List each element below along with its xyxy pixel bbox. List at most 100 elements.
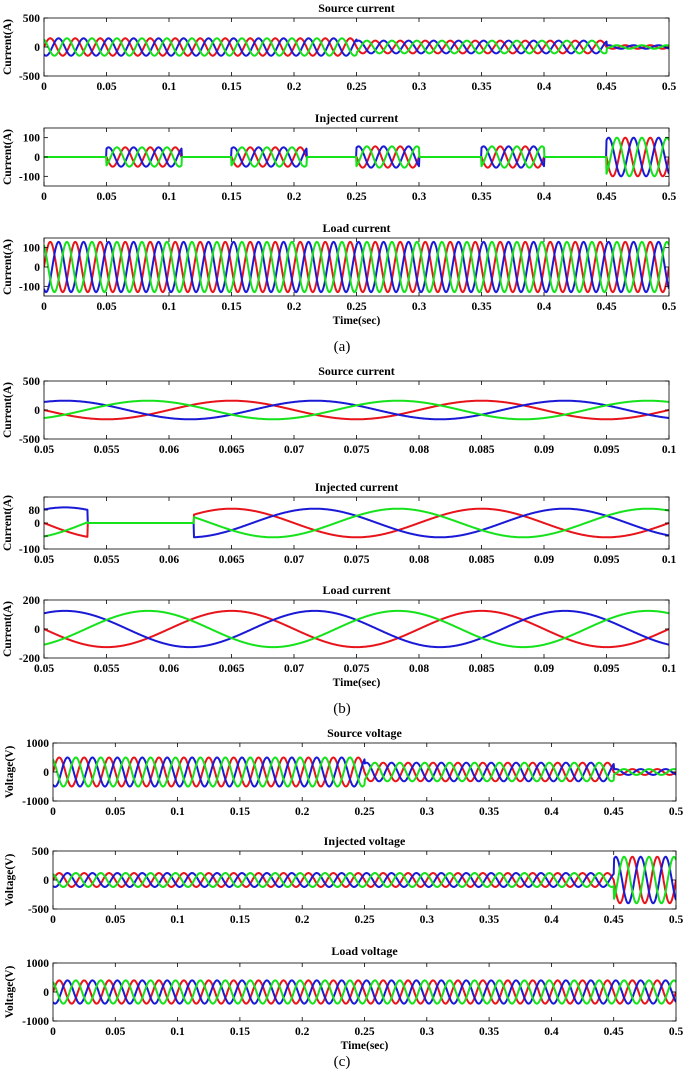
chart-title: Load current [322,583,390,597]
chart-title: Load current [322,221,390,235]
x-tick-label: 0.35 [471,301,491,313]
y-tick-label: 0 [34,518,40,530]
x-tick-label: 0 [41,81,47,93]
chart-title: Load voltage [331,944,398,958]
y-axis-label: Voltage(V) [4,746,16,799]
y-tick-label: 500 [23,376,41,388]
x-tick-label: 0.05 [34,663,54,675]
y-axis-label: Current(A) [2,19,14,75]
x-tick-label: 0.095 [594,663,620,675]
x-tick-label: 0.3 [420,1026,435,1038]
chart-2: 0 0.05 0.1 0.15 0.2 0.25 0.3 0.35 0.4 0.45 0.5 100 0… [2,111,676,203]
series-phase-a [53,855,676,905]
series-phase-b [53,979,676,1005]
chart-3: 0 0.05 0.1 0.15 0.2 0.25 0.3 0.35 0.4 0.45 0.5 100 0… [2,221,676,327]
y-tick-label: 0 [43,875,49,887]
x-tick-label: 0.06 [159,444,179,456]
series-phase-c [53,979,676,1005]
x-tick-label: 0.05 [105,914,125,926]
x-tick-label: 0 [50,914,56,926]
x-tick-label: 0.1 [662,663,677,675]
x-tick-label: 0 [41,301,47,313]
x-tick-label: 0.05 [105,806,125,818]
x-tick-label: 0 [50,806,56,818]
panel-label: (b) [333,701,351,717]
x-tick-label: 0.05 [96,81,116,93]
chart-title: Injected current [315,480,398,494]
x-tick-label: 0.07 [284,444,304,456]
y-tick-label: 500 [23,13,41,25]
x-tick-label: 0.05 [34,554,54,566]
series-phase-b [53,855,676,905]
chart-title: Injected current [315,111,398,125]
x-tick-label: 0.45 [596,191,616,203]
plot-frame [43,599,670,659]
x-tick-label: 0.35 [479,806,499,818]
x-tick-label: 0.2 [295,806,310,818]
series-phase-c [44,37,669,57]
series-phase-c [53,756,676,788]
x-tick-label: 0.35 [479,914,499,926]
y-tick-label: 100 [23,133,41,145]
y-tick-label: -200 [19,653,40,665]
x-tick-label: 0.2 [295,914,310,926]
x-tick-label: 0.4 [537,191,552,203]
plot-frame [43,380,670,440]
x-tick-label: 0.4 [544,914,559,926]
x-tick-label: 0.065 [219,554,245,566]
x-tick-label: 0.09 [534,554,554,566]
panel-label: (a) [334,339,351,355]
series-phase-a [44,609,669,649]
x-tick-label: 0.075 [344,554,370,566]
x-tick-label: 0.15 [221,301,241,313]
series-phase-c [44,240,669,294]
y-axis-label: Current(A) [2,495,14,551]
x-tick-label: 0.07 [284,663,304,675]
x-tick-label: 0.085 [469,663,495,675]
y-tick-label: 0 [34,405,40,417]
x-tick-label: 0.25 [346,191,366,203]
y-axis-label: Current(A) [2,382,14,438]
series-phase-b [44,240,669,294]
chart-6: 0.05 0.055 0.06 0.065 0.07 0.075 0.08 0.085 0.09… [2,583,676,689]
x-tick-label: 0.25 [354,806,374,818]
chart-title: Injected voltage [324,834,406,848]
series-phase-b [53,756,676,788]
x-tick-label: 0.4 [537,301,552,313]
y-tick-label: 0 [34,262,40,274]
x-tick-label: 0.1 [162,191,177,203]
x-tick-label: 0.3 [420,806,435,818]
chart-9: 0 0.05 0.1 0.15 0.2 0.25 0.3 0.35 0.4 0.45 0.5 1000… [4,944,683,1052]
x-tick-label: 0.085 [469,554,495,566]
y-tick-label: 100 [23,243,41,255]
chart-title: Source current [318,364,395,378]
x-tick-label: 0.35 [471,191,491,203]
x-tick-label: 0.15 [221,81,241,93]
x-tick-label: 0.5 [662,301,677,313]
x-tick-label: 0.1 [662,554,677,566]
x-tick-label: 0.45 [604,1026,624,1038]
x-tick-label: 0.1 [662,444,677,456]
series-phase-c [44,399,669,421]
x-tick-label: 0.075 [344,663,370,675]
x-tick-label: 0.25 [346,81,366,93]
chart-7: 0 0.05 0.1 0.15 0.2 0.25 0.3 0.35 0.4 0.45 0.5 1000… [4,726,683,818]
x-tick-label: 0.5 [662,81,677,93]
x-tick-label: 0.065 [219,444,245,456]
panel-label: (c) [334,1054,351,1070]
x-tick-label: 0.07 [284,554,304,566]
y-tick-label: 200 [23,595,41,607]
x-tick-label: 0.055 [94,554,120,566]
x-tick-label: 0.1 [170,914,185,926]
x-tick-label: 0.4 [544,1026,559,1038]
x-tick-label: 0.5 [669,914,684,926]
chart-8: 0 0.05 0.1 0.15 0.2 0.25 0.3 0.35 0.4 0.45 0.5 500 0… [4,834,683,926]
chart-4: 0.05 0.055 0.06 0.065 0.07 0.075 0.08 0.085 0.09… [2,364,676,456]
y-tick-label: -500 [19,71,40,83]
y-tick-label: 500 [32,846,50,858]
x-tick-label: 0.45 [604,914,624,926]
x-tick-label: 0.095 [594,444,620,456]
x-tick-label: 0.45 [596,301,616,313]
x-tick-label: 0.05 [96,301,116,313]
y-tick-label: -100 [19,171,40,183]
